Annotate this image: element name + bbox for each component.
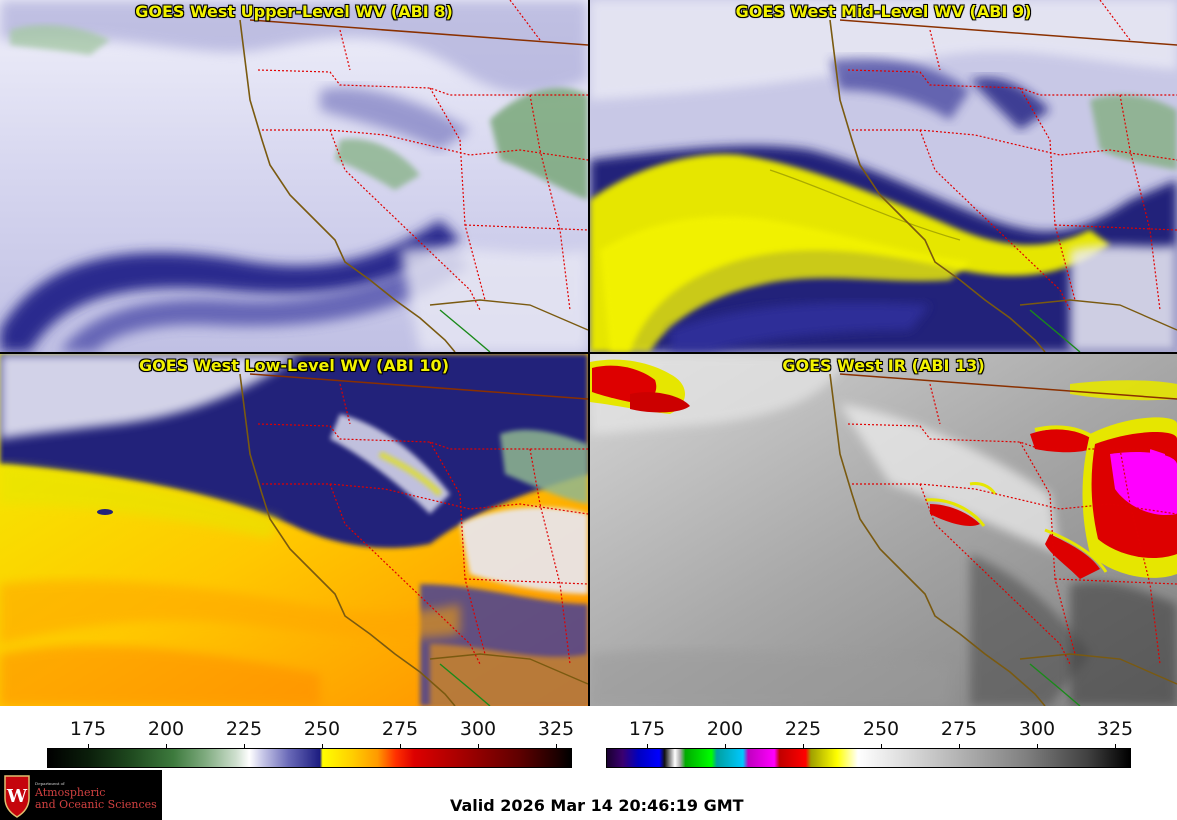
- image-grid: GOES West Upper-Level WV (ABI 8): [0, 0, 1177, 706]
- colorbar-wv-tick: 275: [381, 718, 419, 740]
- colorbar-ir-tick: 325: [1096, 718, 1134, 740]
- colorbar-ir-tick: 225: [784, 718, 822, 740]
- colorbar-wv-tickmark: [478, 744, 479, 749]
- colorbar-wv-tickmark: [88, 744, 89, 749]
- crest-letter: W: [6, 786, 28, 807]
- colorbar-ir-tickmark: [959, 744, 960, 749]
- colorbar-ir-tick: 200: [706, 718, 744, 740]
- colorbar-ir-tickmark: [881, 744, 882, 749]
- colorbar-ir-tickmark: [725, 744, 726, 749]
- colorbar-wv-tick: 175: [69, 718, 107, 740]
- colorbar-wv-tickmark: [244, 744, 245, 749]
- colorbar-wv-tick: 200: [147, 718, 185, 740]
- colorbar-ir-tick: 175: [628, 718, 666, 740]
- colorbar-wv-tickmark: [166, 744, 167, 749]
- panel-low-level-wv: GOES West Low-Level WV (ABI 10): [0, 354, 588, 706]
- uw-crest-icon: W: [4, 775, 30, 818]
- colorbar-wv-tick: 325: [537, 718, 575, 740]
- panel-ir: GOES West IR (ABI 13): [590, 354, 1177, 706]
- wv-image-upper: [0, 0, 588, 352]
- colorbar-wv-tick: 300: [459, 718, 497, 740]
- panel-upper-level-wv: GOES West Upper-Level WV (ABI 8): [0, 0, 588, 352]
- panel-title-ir: GOES West IR (ABI 13): [782, 356, 985, 375]
- colorbar-ir-tickmark: [1037, 744, 1038, 749]
- colorbar-ir-tick: 300: [1018, 718, 1056, 740]
- colorbar-wv-tick: 225: [225, 718, 263, 740]
- wv-image-mid: [590, 0, 1177, 352]
- colorbar-ir-tickmark: [803, 744, 804, 749]
- ir-image: [590, 354, 1177, 706]
- panel-title-low-level: GOES West Low-Level WV (ABI 10): [138, 356, 449, 375]
- colorbar-wv-tickmark: [400, 744, 401, 749]
- colorbar-ir-tickmark: [1115, 744, 1116, 749]
- logo-line-1: Atmospheric: [35, 786, 106, 799]
- colorbar-ir-gradient: [606, 748, 1131, 768]
- colorbar-ir: 175 200 225 250 275 300 325: [606, 706, 1134, 770]
- logo-department: Department of: [35, 781, 65, 786]
- panel-title-upper-level: GOES West Upper-Level WV (ABI 8): [135, 2, 453, 21]
- wv-image-low: [0, 354, 588, 706]
- colorbar-wv: 175 200 225 250 275 300 325: [47, 706, 575, 770]
- colorbar-wv-tickmark: [556, 744, 557, 749]
- colorbar-ir-tickmark: [647, 744, 648, 749]
- logo-line-2: and Oceanic Sciences: [35, 798, 157, 811]
- colorbar-wv-gradient: [47, 748, 572, 768]
- colorbar-wv-tick: 250: [303, 718, 341, 740]
- valid-time: Valid 2026 Mar 14 20:46:19 GMT: [450, 796, 744, 815]
- panel-title-mid-level: GOES West Mid-Level WV (ABI 9): [735, 2, 1032, 21]
- colorbar-ir-tick: 275: [940, 718, 978, 740]
- aos-logo: W Department of Atmospheric and Oceanic …: [0, 770, 162, 820]
- colorbar-wv-tickmark: [322, 744, 323, 749]
- colorbar-ir-tick: 250: [862, 718, 900, 740]
- panel-mid-level-wv: GOES West Mid-Level WV (ABI 9): [590, 0, 1177, 352]
